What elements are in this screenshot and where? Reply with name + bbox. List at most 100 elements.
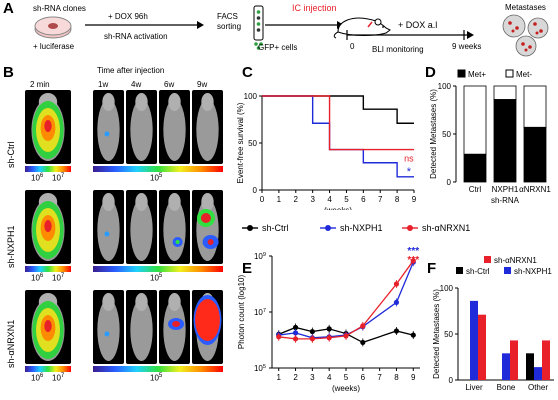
panel-a-letter: A <box>3 0 14 17</box>
x-tick-label: 4 <box>327 373 332 382</box>
chart-c-survival: 0 50 100 0 1 2 3 4 5 6 7 8 9 (weeks) Event-free surviv… <box>236 92 417 210</box>
x-tick-label: Bone <box>497 383 516 392</box>
timeline-weeks-label: 9 weeks <box>452 42 482 51</box>
bar <box>470 300 478 380</box>
x-tick-label: 3 <box>310 195 315 204</box>
bli-label: BLI monitoring <box>372 45 424 54</box>
legend-swatch <box>505 69 514 78</box>
y-tick-label: 50 <box>248 139 257 148</box>
bli-mouse-image <box>126 190 157 264</box>
bar <box>502 353 510 380</box>
legend-marker <box>325 225 331 231</box>
x-tick-label: Liver <box>465 383 483 392</box>
bli-mouse-image <box>25 290 71 364</box>
x-axis-title: sh-RNA <box>491 196 520 205</box>
bli-mouse-image <box>159 90 190 164</box>
x-axis-title: (weeks) <box>332 384 360 393</box>
bli-mouse-image <box>93 190 124 264</box>
x-tick-label: 1 <box>277 373 282 382</box>
y-tick-label: 109 <box>254 252 266 261</box>
y-tick-label: 100 <box>440 284 454 293</box>
y-axis-title: Detected Metastases (%) <box>432 289 441 379</box>
y-tick-label: 107 <box>254 308 266 317</box>
color-scale-bar <box>93 166 223 172</box>
x-tick-label: 7 <box>377 373 382 382</box>
color-scale-bar <box>93 366 223 372</box>
legend-label: sh-αNRXN1 <box>494 256 537 265</box>
legend-swatch <box>484 256 491 263</box>
data-point <box>309 328 315 335</box>
annotation-star: * <box>407 166 412 178</box>
data-point <box>393 299 400 306</box>
bar-segment <box>463 153 487 183</box>
legend-label: sh-Ctrl <box>466 267 490 276</box>
legend-swatch <box>504 267 511 274</box>
x-tick-label: 8 <box>394 373 399 382</box>
dox-label: + DOX 96h <box>108 12 148 21</box>
timeline-arrow <box>346 30 474 40</box>
panel-d-letter: D <box>425 64 436 81</box>
data-point <box>292 336 299 342</box>
bli-mouse-image <box>159 190 190 264</box>
panel-f-letter: F <box>427 260 437 277</box>
series-line <box>278 261 414 339</box>
timeline-zero-label: 0 <box>350 42 355 51</box>
legend-marker <box>247 225 253 231</box>
color-scale-bar <box>93 266 223 272</box>
panel-c-letter: C <box>242 64 253 81</box>
scale-label: 105 <box>150 373 163 383</box>
col-4w: 4w <box>131 80 142 89</box>
x-tick-label: 4 <box>327 195 332 204</box>
x-tick-label: αNRXN1 <box>519 185 551 194</box>
legend-marker <box>407 225 413 231</box>
x-axis-title: (weeks) <box>324 206 352 210</box>
petri-dish-icon <box>34 16 72 39</box>
x-tick-label: 2 <box>294 195 299 204</box>
scale-min-label: 106 <box>31 273 44 283</box>
survival-line <box>262 95 414 178</box>
row-label: sh-NXPH1 <box>6 225 16 268</box>
data-point <box>343 333 349 339</box>
scale-label: 105 <box>150 273 163 283</box>
x-tick-label: 5 <box>344 195 349 204</box>
data-point <box>360 339 366 346</box>
x-tick-label: 9 <box>412 195 417 204</box>
legend-label: sh-Ctrl <box>262 223 289 233</box>
metastases-label: Metastases <box>505 3 546 12</box>
col-6w: 6w <box>164 80 175 89</box>
bli-mouse-image <box>93 290 124 364</box>
data-point <box>326 326 332 332</box>
chart-e-photon: 105 107 109 1 2 3 4 5 6 7 8 9 (weeks) Photon count (l… <box>237 246 420 393</box>
data-point <box>326 335 332 341</box>
x-tick-label: 8 <box>395 195 400 204</box>
y-tick-label: 0 <box>253 186 258 195</box>
series-line <box>278 260 414 340</box>
legend-label: sh-NXPH1 <box>514 267 552 276</box>
clones-label: sh-RNA clones <box>33 4 86 13</box>
survival-line <box>262 95 414 124</box>
x-tick-label: 7 <box>378 195 383 204</box>
y-tick-label: 50 <box>444 330 453 339</box>
bar <box>478 314 486 380</box>
facs-tube-icon <box>253 5 264 50</box>
y-tick-label: 0 <box>449 376 454 385</box>
row-label: sh-αNRXN1 <box>6 319 16 368</box>
x-tick-label: 0 <box>260 195 265 204</box>
survival-line <box>262 95 414 151</box>
bli-mouse-image <box>93 90 124 164</box>
y-tick-label: 100 <box>244 92 258 101</box>
bli-mouse-image <box>126 90 157 164</box>
legend-swatch <box>456 267 463 274</box>
scale-label: 105 <box>150 173 163 183</box>
legend-label: sh-αNRXN1 <box>422 223 470 233</box>
x-tick-label: Other <box>528 383 548 392</box>
legend-label: Met- <box>516 70 532 79</box>
scale-max-label: 107 <box>52 273 65 283</box>
data-point <box>410 332 416 338</box>
y-tick-label: 50 <box>442 130 451 139</box>
annotation-stars: *** <box>407 246 419 257</box>
bar-segment <box>523 126 547 183</box>
data-point <box>292 324 299 331</box>
x-tick-label: 6 <box>361 195 366 204</box>
